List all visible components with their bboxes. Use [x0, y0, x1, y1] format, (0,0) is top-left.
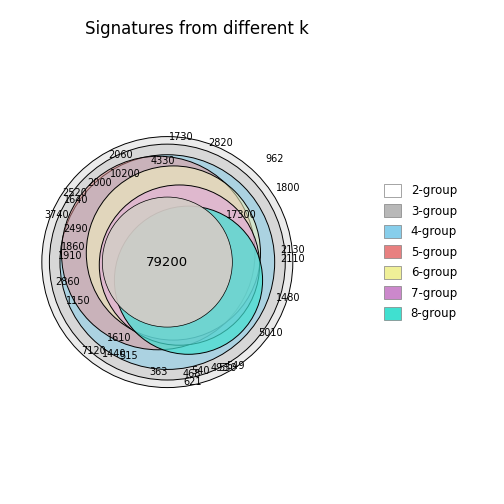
Text: 530: 530: [219, 363, 237, 373]
Text: 17300: 17300: [226, 210, 257, 220]
Text: 4330: 4330: [151, 156, 175, 166]
Text: 1640: 1640: [65, 195, 89, 205]
Text: 1480: 1480: [276, 293, 300, 303]
Text: 1730: 1730: [169, 132, 193, 142]
Text: 10200: 10200: [109, 169, 141, 179]
Circle shape: [114, 206, 263, 354]
Text: 2820: 2820: [208, 138, 233, 148]
Text: 468: 468: [182, 369, 201, 379]
Text: 962: 962: [266, 154, 284, 164]
Circle shape: [99, 185, 260, 345]
Circle shape: [102, 197, 232, 327]
Text: 2860: 2860: [55, 277, 80, 287]
Text: 2130: 2130: [281, 245, 305, 255]
Legend: 2-group, 3-group, 4-group, 5-group, 6-group, 7-group, 8-group: 2-group, 3-group, 4-group, 5-group, 6-gr…: [379, 179, 462, 325]
Text: 1800: 1800: [276, 183, 300, 193]
Text: 1910: 1910: [58, 251, 83, 261]
Text: 3740: 3740: [45, 210, 69, 220]
Text: 1610: 1610: [107, 333, 131, 343]
Text: 2060: 2060: [108, 150, 133, 160]
Text: 1860: 1860: [61, 242, 86, 252]
Text: 363: 363: [149, 367, 167, 377]
Text: 2520: 2520: [62, 187, 88, 198]
Circle shape: [42, 137, 293, 388]
Text: 7120: 7120: [81, 346, 106, 356]
Text: 2490: 2490: [63, 224, 87, 234]
Text: 2000: 2000: [87, 178, 111, 188]
Circle shape: [49, 144, 285, 380]
Text: 549: 549: [226, 361, 244, 371]
Circle shape: [60, 155, 275, 369]
Text: 2110: 2110: [281, 254, 305, 264]
Circle shape: [61, 156, 255, 350]
Circle shape: [86, 166, 261, 340]
Text: 1440: 1440: [102, 349, 127, 359]
Text: 79200: 79200: [146, 256, 188, 269]
Text: 5010: 5010: [258, 328, 282, 338]
Text: 1150: 1150: [66, 296, 90, 306]
Text: 540: 540: [192, 366, 210, 376]
Text: 621: 621: [184, 376, 202, 387]
Text: Signatures from different k: Signatures from different k: [85, 20, 308, 38]
Text: 515: 515: [119, 351, 137, 361]
Text: 493: 493: [211, 363, 229, 373]
